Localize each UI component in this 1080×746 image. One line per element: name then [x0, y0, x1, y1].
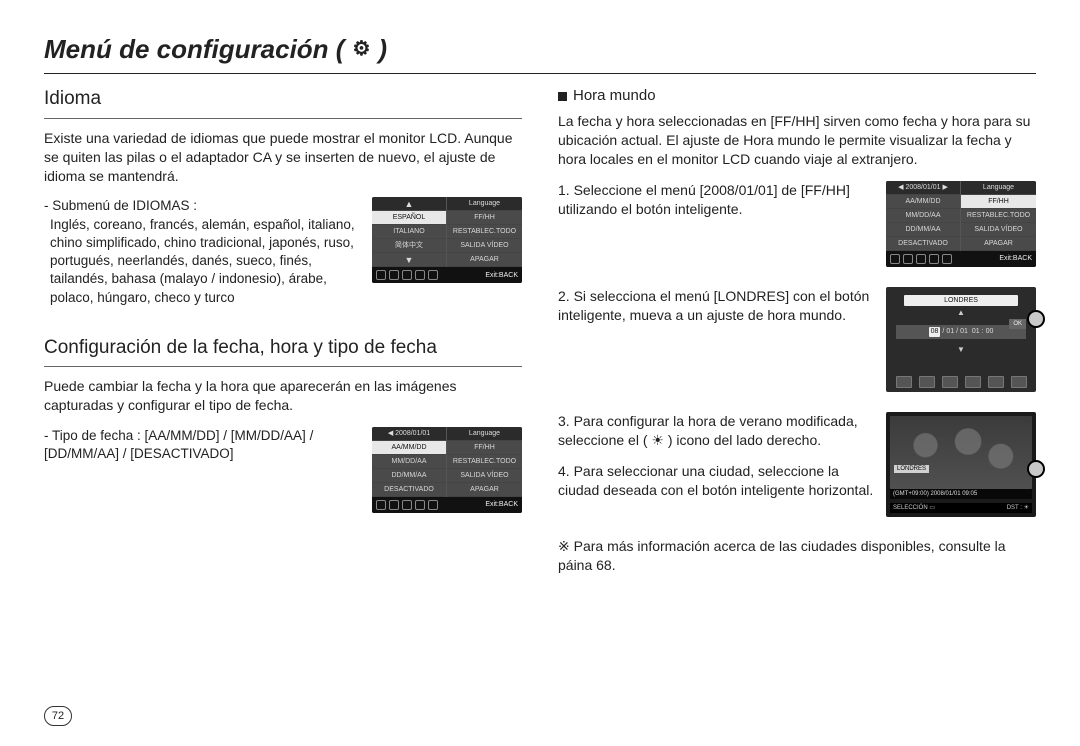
lcd-right-item[interactable]: RESTABLEC.TODO: [447, 225, 522, 239]
left-column: Idioma Existe una variedad de idiomas qu…: [44, 86, 522, 587]
hora-mundo-heading: Hora mundo: [558, 86, 1036, 106]
lcd-right-item[interactable]: Language: [447, 427, 522, 441]
lcd-right-item[interactable]: APAGAR: [447, 253, 522, 267]
lcd-left-item[interactable]: AA/MM/DD: [886, 195, 960, 209]
arrow-up-icon: ▲: [886, 308, 1036, 319]
date-sep: /: [942, 327, 944, 336]
lcd-left-item[interactable]: ESPAÑOL: [372, 211, 446, 225]
lcd-right-item[interactable]: SALIDA VÍDEO: [961, 223, 1036, 237]
fecha-para: Puede cambiar la fecha y la hora que apa…: [44, 377, 522, 415]
title-rule: [44, 73, 1036, 74]
lcd-bottom-icons: [890, 254, 952, 264]
exit-label: Exit:BACK: [485, 500, 518, 509]
time-sep: :: [982, 327, 984, 336]
lcd-left-item[interactable]: ◀ 2008/01/01: [372, 427, 446, 441]
lcd-right-item[interactable]: FF/HH: [447, 211, 522, 225]
idioma-submenu-block: - Submenú de IDIOMAS : Inglés, coreano, …: [44, 197, 360, 306]
lcd-left-item[interactable]: ITALIANO: [372, 225, 446, 239]
lcd-left-item[interactable]: DESACTIVADO: [372, 483, 446, 497]
lcd-left-item[interactable]: ▲: [372, 197, 446, 211]
date-box[interactable]: 01: [960, 327, 968, 336]
title-text: Menú de configuración (: [44, 32, 344, 67]
languages-list: Inglés, coreano, francés, alemán, españo…: [44, 216, 360, 307]
hora-mundo-intro: La fecha y hora seleccionadas en [FF/HH]…: [558, 112, 1036, 169]
lcd-right-item[interactable]: SALIDA VÍDEO: [447, 239, 522, 253]
date-box[interactable]: 01: [972, 327, 980, 336]
rule: [44, 118, 522, 119]
sel-right: DST : ☀: [1007, 504, 1029, 512]
hora-mundo-label: Hora mundo: [573, 87, 656, 104]
lcd-right-item[interactable]: APAGAR: [961, 237, 1036, 251]
lcd-right-item[interactable]: SALIDA VÍDEO: [447, 469, 522, 483]
step34-text: 3. Para configurar la hora de verano mod…: [558, 412, 874, 512]
selection-bar: SELECCIÓN ▭ DST : ☀: [890, 503, 1032, 513]
step3-lcd: LONDRES (GMT+09:00) 2008/01/01 09:05 SEL…: [886, 412, 1036, 517]
lcd-left-item[interactable]: DD/MM/AA: [372, 469, 446, 483]
exit-label: Exit:BACK: [485, 271, 518, 280]
lcd-right-item[interactable]: FF/HH: [447, 441, 522, 455]
right-column: Hora mundo La fecha y hora seleccionadas…: [558, 86, 1036, 587]
submenu-label: - Submenú de IDIOMAS :: [44, 197, 360, 215]
step1-text: 1. Seleccione el menú [2008/01/01] de [F…: [558, 181, 874, 219]
date-line: 08/01/01 01:00: [896, 325, 1026, 338]
title-close: ): [378, 32, 387, 67]
arrow-down-icon: ▼: [886, 345, 1036, 356]
lcd-left-item[interactable]: MM/DD/AA: [886, 209, 960, 223]
lcd-right-item[interactable]: Language: [447, 197, 522, 211]
world-map: [890, 416, 1032, 489]
step3-text: 3. Para configurar la hora de verano mod…: [558, 412, 874, 450]
highlight-circle-icon: [1027, 460, 1045, 478]
lcd-left-item[interactable]: AA/MM/DD: [372, 441, 446, 455]
date-box[interactable]: 01: [946, 327, 954, 336]
idioma-heading: Idioma: [44, 86, 522, 112]
date-box[interactable]: 08: [929, 327, 941, 336]
button-row: [886, 376, 1036, 388]
gmt-bar: (GMT+09:00) 2008/01/01 09:05: [890, 489, 1032, 499]
page-number: 72: [44, 706, 72, 726]
footnote: ※ Para más información acerca de las ciu…: [558, 537, 1036, 575]
lcd-left-item[interactable]: ▼: [372, 253, 446, 267]
date-box[interactable]: 00: [986, 327, 994, 336]
rule: [44, 366, 522, 367]
lcd-bottom-icons: [376, 270, 438, 280]
exit-label: Exit:BACK: [999, 254, 1032, 263]
step2-text: 2. Si selecciona el menú [LONDRES] con e…: [558, 287, 874, 325]
idioma-para: Existe una variedad de idiomas que puede…: [44, 129, 522, 186]
lcd-bottom-icons: [376, 500, 438, 510]
step1-lcd: ◀ 2008/01/01 ▶AA/MM/DDMM/DD/AADD/MM/AADE…: [886, 181, 1036, 267]
gmt-text: (GMT+09:00) 2008/01/01 09:05: [893, 490, 977, 498]
date-sep: /: [956, 327, 958, 336]
lcd-left-item[interactable]: MM/DD/AA: [372, 455, 446, 469]
fecha-heading: Configuración de la fecha, hora y tipo d…: [44, 335, 522, 361]
step2-lcd: LONDRES ▲ 08/01/01 01:00 ▼ OK: [886, 287, 1036, 392]
type-label: - Tipo de fecha : [AA/MM/DD] / [MM/DD/AA…: [44, 427, 360, 463]
ok-button[interactable]: OK: [1009, 319, 1026, 329]
lcd-right-item[interactable]: RESTABLEC.TODO: [447, 455, 522, 469]
sel-left: SELECCIÓN ▭: [893, 504, 935, 512]
city-banner: LONDRES: [904, 295, 1018, 306]
square-bullet-icon: [558, 92, 567, 101]
highlight-circle-icon: [1027, 310, 1045, 328]
lcd-left-item[interactable]: DESACTIVADO: [886, 237, 960, 251]
lcd-left-item[interactable]: ◀ 2008/01/01 ▶: [886, 181, 960, 195]
lcd-right-item[interactable]: RESTABLEC.TODO: [961, 209, 1036, 223]
fecha-lcd: ◀ 2008/01/01AA/MM/DDMM/DD/AADD/MM/AADESA…: [372, 427, 522, 513]
lcd-right-item[interactable]: Language: [961, 181, 1036, 195]
lcd-left-item[interactable]: DD/MM/AA: [886, 223, 960, 237]
lcd-right-item[interactable]: FF/HH: [961, 195, 1036, 209]
fecha-type-block: - Tipo de fecha : [AA/MM/DD] / [MM/DD/AA…: [44, 427, 360, 463]
city-label: LONDRES: [894, 465, 929, 473]
lcd-left-item[interactable]: 简体中文: [372, 239, 446, 253]
step4-text: 4. Para seleccionar una ciudad, seleccio…: [558, 462, 874, 500]
idioma-lcd: ▲ESPAÑOLITALIANO简体中文▼ LanguageFF/HHRESTA…: [372, 197, 522, 283]
lcd-right-item[interactable]: APAGAR: [447, 483, 522, 497]
page-title: Menú de configuración ( ⚙ ): [44, 32, 1036, 67]
gear-icon: ⚙: [352, 36, 370, 63]
